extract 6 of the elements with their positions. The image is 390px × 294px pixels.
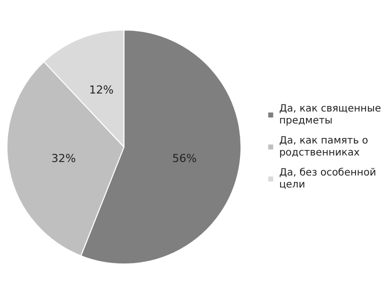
data-label: 32%	[51, 152, 76, 166]
data-label: 12%	[89, 83, 114, 96]
legend-label: Да, без особенной цели	[279, 168, 376, 190]
data-label: 56%	[172, 152, 197, 166]
legend-label: Да, как священные предметы	[279, 104, 382, 126]
legend-label: Да, как память о родственниках	[279, 136, 368, 158]
